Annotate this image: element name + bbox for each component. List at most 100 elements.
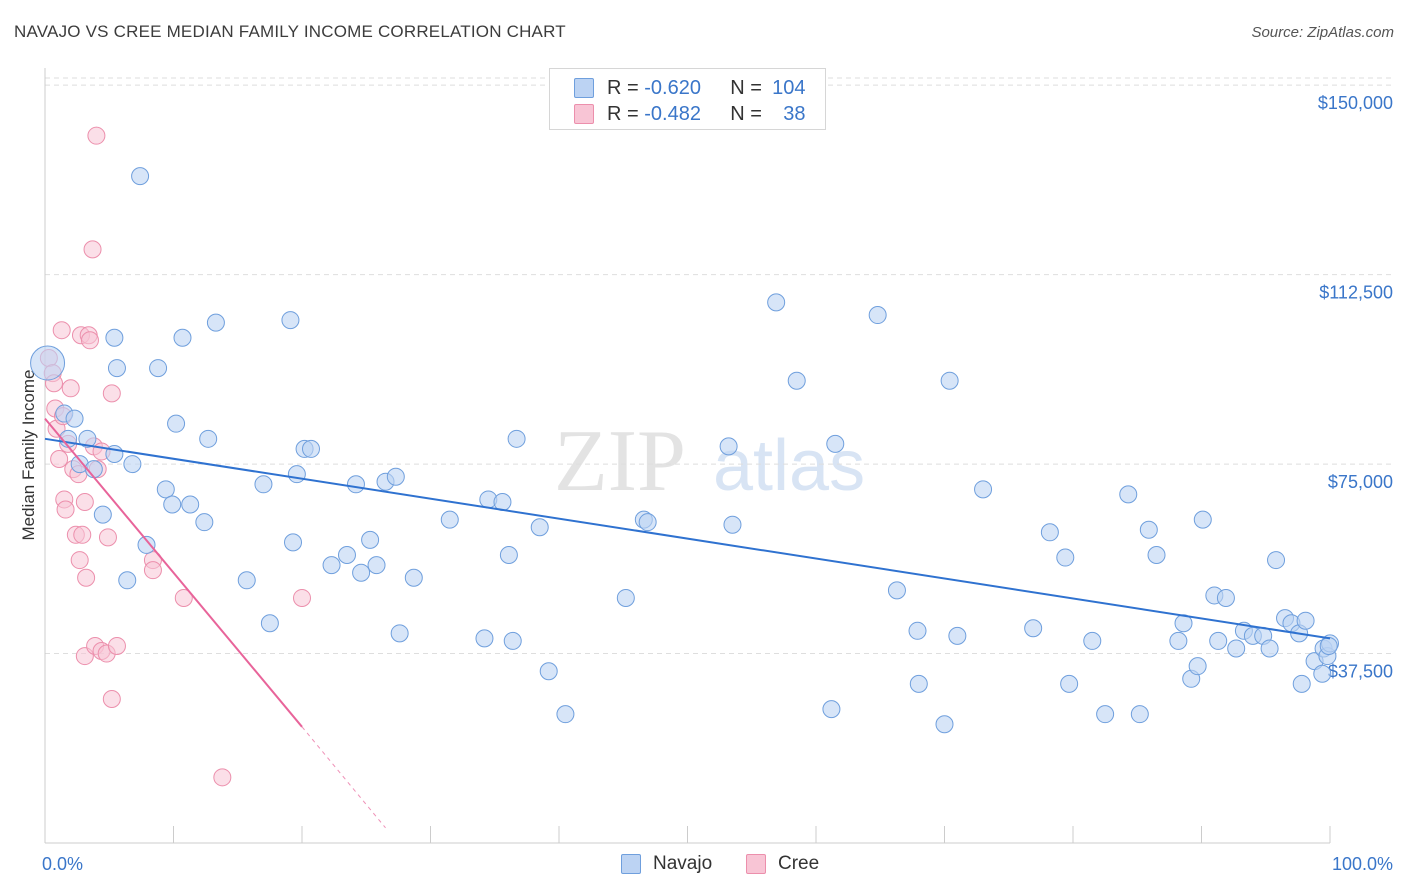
navajo-point	[493, 492, 512, 511]
navajo-point	[530, 518, 549, 537]
navajo-point	[638, 513, 657, 532]
legend-n-value-cree: 38	[783, 102, 806, 125]
cree-point	[70, 551, 89, 570]
navajo-point	[287, 465, 306, 484]
navajo-point	[65, 409, 84, 428]
navajo-point	[1060, 674, 1079, 693]
navajo-point	[260, 614, 279, 633]
navajo-point	[78, 429, 97, 448]
cree-point	[52, 321, 71, 340]
navajo-point	[1147, 546, 1166, 565]
legend-row-cree: R = -0.482 N = 38	[574, 102, 806, 126]
cree-trend-line	[44, 417, 303, 728]
navajo-point	[908, 621, 927, 640]
navajo-point	[1319, 636, 1338, 655]
navajo-point	[367, 556, 386, 575]
navajo-point	[386, 467, 405, 486]
navajo-point	[1209, 631, 1228, 650]
navajo-point	[767, 293, 786, 312]
navajo-point	[1024, 619, 1043, 638]
cree-point	[80, 331, 99, 350]
navajo-point	[1188, 657, 1207, 676]
navajo-point	[539, 662, 558, 681]
bottom-swatch-navajo	[621, 854, 641, 874]
legend-n-label: N =	[730, 102, 768, 125]
navajo-point	[1139, 520, 1158, 539]
legend-r-label: R =	[607, 102, 645, 125]
navajo-point	[284, 533, 303, 552]
x-tick-label-start: 0.0%	[42, 854, 83, 874]
navajo-point	[1083, 631, 1102, 650]
navajo-point	[909, 674, 928, 693]
bottom-swatch-cree	[746, 854, 766, 874]
cree-point	[107, 636, 126, 655]
navajo-point	[1169, 631, 1188, 650]
legend-r-value-cree: -0.482	[644, 102, 701, 125]
cree-trend-extension	[301, 726, 386, 829]
navajo-point	[887, 581, 906, 600]
cree-point	[50, 450, 69, 469]
navajo-point	[173, 328, 192, 347]
y-tick-label: $37,500	[1328, 662, 1393, 682]
y-tick-labels: $37,500 $75,000 $112,500 $150,000	[1318, 93, 1393, 681]
x-tick-labels: 0.0% 100.0%	[42, 854, 1393, 874]
cree-point	[87, 126, 106, 145]
navajo-point	[281, 311, 300, 330]
watermark-zip: ZIP	[554, 413, 686, 510]
navajo-point	[237, 571, 256, 590]
navajo-point	[826, 434, 845, 453]
navajo-point	[107, 359, 126, 378]
navajo-point	[974, 480, 993, 499]
y-tick-label: $112,500	[1319, 283, 1393, 303]
cree-point	[293, 588, 311, 607]
navajo-point	[337, 546, 356, 565]
navajo-point	[868, 306, 887, 325]
navajo-point	[1296, 611, 1315, 630]
bottom-legend-navajo: Navajo	[621, 852, 712, 876]
legend-r-label: R =	[607, 76, 645, 99]
cree-point	[213, 768, 232, 787]
watermark-atlas: atlas	[713, 426, 865, 506]
navajo-point	[499, 546, 518, 565]
cree-point	[83, 240, 102, 259]
navajo-point	[719, 437, 738, 456]
navajo-point	[723, 515, 742, 534]
navajo-point	[346, 475, 365, 494]
correlation-legend: R = -0.620 N = 104 R = -0.482 N = 38	[549, 68, 826, 130]
legend-row-navajo: R = -0.620 N = 104	[574, 76, 806, 100]
navajo-point-large	[30, 345, 66, 381]
navajo-point	[167, 414, 186, 433]
cree-point	[102, 690, 121, 709]
navajo-point	[93, 505, 112, 524]
navajo-point	[1227, 639, 1246, 658]
source-label: Source: ZipAtlas.com	[1251, 24, 1394, 41]
navajo-point	[181, 495, 200, 514]
navajo-point	[503, 631, 522, 650]
navajo-trend-line	[44, 437, 1331, 640]
navajo-point	[822, 700, 841, 719]
navajo-point	[940, 371, 959, 390]
cree-point	[174, 588, 193, 607]
bottom-legend-cree: Cree	[746, 852, 819, 876]
cree-point	[77, 568, 96, 587]
navajo-point	[1267, 551, 1286, 570]
navajo-point	[199, 429, 218, 448]
cree-point	[98, 528, 117, 547]
cree-point	[75, 492, 94, 511]
navajo-point	[1040, 523, 1059, 542]
navajo-point	[131, 167, 150, 186]
y-tick-label: $150,000	[1318, 93, 1393, 113]
navajo-point	[1056, 548, 1075, 567]
navajo-point	[390, 624, 409, 643]
navajo-point	[118, 571, 137, 590]
navajo-point	[1096, 705, 1115, 724]
navajo-point	[254, 475, 273, 494]
navajo-point	[301, 439, 320, 458]
legend-r-value-navajo: -0.620	[644, 76, 701, 99]
navajo-point	[149, 359, 168, 378]
navajo-point	[616, 588, 635, 607]
cree-point	[102, 384, 121, 403]
navajo-point	[1292, 674, 1311, 693]
navajo-point	[163, 495, 182, 514]
